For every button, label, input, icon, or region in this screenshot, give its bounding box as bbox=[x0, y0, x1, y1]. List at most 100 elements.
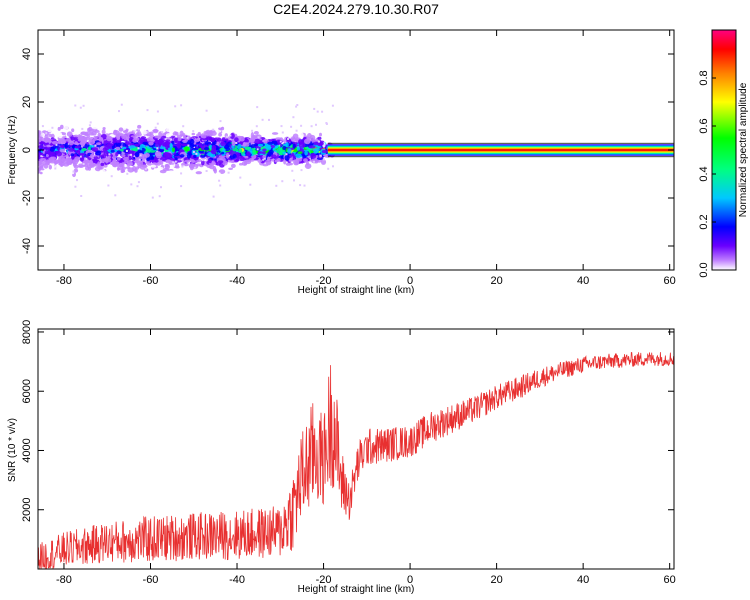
snr-x-ticks: -80 -60 -40 -20 0 20 40 60 bbox=[56, 329, 676, 586]
spectrogram-cell bbox=[293, 159, 300, 166]
spectrogram-cell bbox=[219, 120, 222, 123]
spectrogram-cell bbox=[130, 148, 138, 151]
spectrogram-x-tick-label: -80 bbox=[56, 275, 72, 287]
spectrogram-cell bbox=[120, 103, 123, 106]
spectrogram-cell bbox=[40, 131, 43, 134]
spectrogram-cell bbox=[38, 145, 44, 149]
spectrogram-cell bbox=[130, 153, 132, 156]
spectrogram-cell bbox=[332, 165, 334, 168]
colorbar-frame bbox=[711, 29, 737, 271]
spectrogram-cell bbox=[151, 196, 154, 199]
spectrogram-cell bbox=[156, 147, 159, 150]
spectrogram-cell bbox=[74, 136, 79, 142]
spectrogram-cell bbox=[268, 118, 270, 121]
spectrogram-cell bbox=[195, 152, 198, 155]
spectrogram-cell bbox=[146, 137, 152, 143]
spectrogram-cell bbox=[287, 138, 290, 140]
spectrogram-cell bbox=[255, 150, 259, 153]
spectrogram-cell bbox=[182, 134, 187, 139]
spectrogram-cell bbox=[309, 134, 316, 141]
spectrogram-cell bbox=[281, 180, 284, 183]
spectrogram-cell bbox=[79, 106, 82, 109]
spectrogram-cell bbox=[174, 105, 177, 108]
spectrogram-x-ticks: -80 -60 -40 -20 0 20 40 60 bbox=[56, 30, 676, 287]
spectrogram-cell bbox=[85, 157, 88, 160]
snr-y-tick-label: 6000 bbox=[21, 379, 33, 403]
spectrogram-cell bbox=[292, 116, 295, 119]
snr-panel: -80 -60 -40 -20 0 20 40 60 2000 4000 6000 8000 Hei… bbox=[7, 320, 676, 595]
spectrogram-cell bbox=[160, 160, 164, 165]
spectrogram-cell bbox=[144, 168, 147, 171]
spectrogram-cell bbox=[296, 104, 299, 106]
spectrogram-cell bbox=[201, 159, 204, 162]
spectrogram-cell bbox=[275, 184, 278, 187]
spectrogram-cell bbox=[235, 142, 238, 144]
spectrogram-cell bbox=[137, 181, 140, 184]
spectrogram-cell bbox=[315, 123, 317, 126]
spectrogram-cell bbox=[210, 148, 217, 155]
spectrogram-cell bbox=[245, 159, 252, 165]
spectrogram-cell bbox=[287, 148, 292, 154]
spectrogram-cell bbox=[123, 156, 130, 161]
spectrogram-cell bbox=[112, 159, 116, 164]
spectrogram-cell bbox=[57, 126, 61, 131]
spectrogram-cell bbox=[232, 153, 237, 159]
spectrogram-cell bbox=[263, 157, 266, 160]
spectrogram-cell bbox=[80, 195, 83, 197]
spectrogram-cell bbox=[79, 155, 82, 158]
spectrogram-cell bbox=[325, 122, 328, 124]
snr-y-ticks: 2000 4000 6000 8000 bbox=[21, 320, 674, 522]
spectrogram-x-tick-label: 0 bbox=[407, 275, 413, 287]
spectrogram-cell bbox=[181, 143, 188, 147]
spectrogram-cell bbox=[321, 110, 324, 113]
spectrogram-cell bbox=[291, 169, 294, 172]
spectrogram-cell bbox=[158, 148, 165, 153]
spectrogram-cell bbox=[45, 132, 48, 135]
spectrogram-cell bbox=[41, 125, 44, 128]
spectrogram-cell bbox=[192, 130, 195, 133]
spectrogram-cell bbox=[220, 126, 225, 131]
spectrogram-cell bbox=[200, 154, 206, 158]
spectrogram-cell bbox=[318, 140, 320, 143]
spectrogram-cell bbox=[88, 126, 93, 132]
spectrogram-cell bbox=[127, 141, 131, 145]
spectrogram-cell bbox=[200, 145, 204, 149]
spectrogram-cell bbox=[66, 131, 73, 137]
spectrogram-cell bbox=[159, 169, 167, 174]
spectrogram-cell bbox=[300, 124, 303, 127]
spectrogram-cell bbox=[180, 185, 183, 188]
spectrogram-cell bbox=[99, 168, 106, 174]
spectrogram-cell bbox=[89, 121, 92, 124]
spectrogram-cell bbox=[242, 143, 247, 147]
spectrogram-cell bbox=[280, 125, 283, 128]
spectrogram-cell bbox=[44, 150, 49, 156]
spectrogram-cell bbox=[63, 155, 70, 158]
spectrogram-cell bbox=[116, 134, 121, 141]
spectrogram-cell bbox=[38, 138, 42, 143]
spectrogram-cell bbox=[38, 167, 42, 171]
colorbar-tick-label: 0.0 bbox=[698, 262, 710, 277]
spectrogram-cell bbox=[303, 158, 308, 163]
spectrogram-cell bbox=[122, 143, 127, 147]
spectrogram-cell bbox=[112, 130, 120, 136]
spectrogram-cell bbox=[256, 148, 259, 151]
spectrogram-cell bbox=[253, 131, 259, 135]
spectrogram-cell bbox=[246, 151, 251, 157]
spectrogram-cell bbox=[71, 128, 75, 133]
spectrogram-cell bbox=[212, 128, 215, 131]
spectrogram-cell bbox=[103, 158, 107, 163]
spectrogram-cell bbox=[134, 143, 139, 147]
spectrogram-cell bbox=[281, 131, 284, 134]
snr-y-tick-label: 4000 bbox=[21, 438, 33, 462]
spectrogram-cell bbox=[285, 142, 289, 148]
spectrogram-cell bbox=[172, 161, 175, 164]
spectrogram-cell bbox=[237, 143, 242, 150]
spectrogram-cell bbox=[126, 172, 129, 175]
spectrogram-cell bbox=[299, 132, 304, 137]
spectrogram-cell bbox=[300, 169, 303, 172]
spectrogram-cell bbox=[208, 144, 213, 149]
spectrogram-cell bbox=[65, 157, 72, 163]
spectrogram-cell bbox=[137, 124, 142, 129]
spectrogram-cell bbox=[67, 147, 75, 152]
spectrogram-cell bbox=[282, 146, 287, 150]
